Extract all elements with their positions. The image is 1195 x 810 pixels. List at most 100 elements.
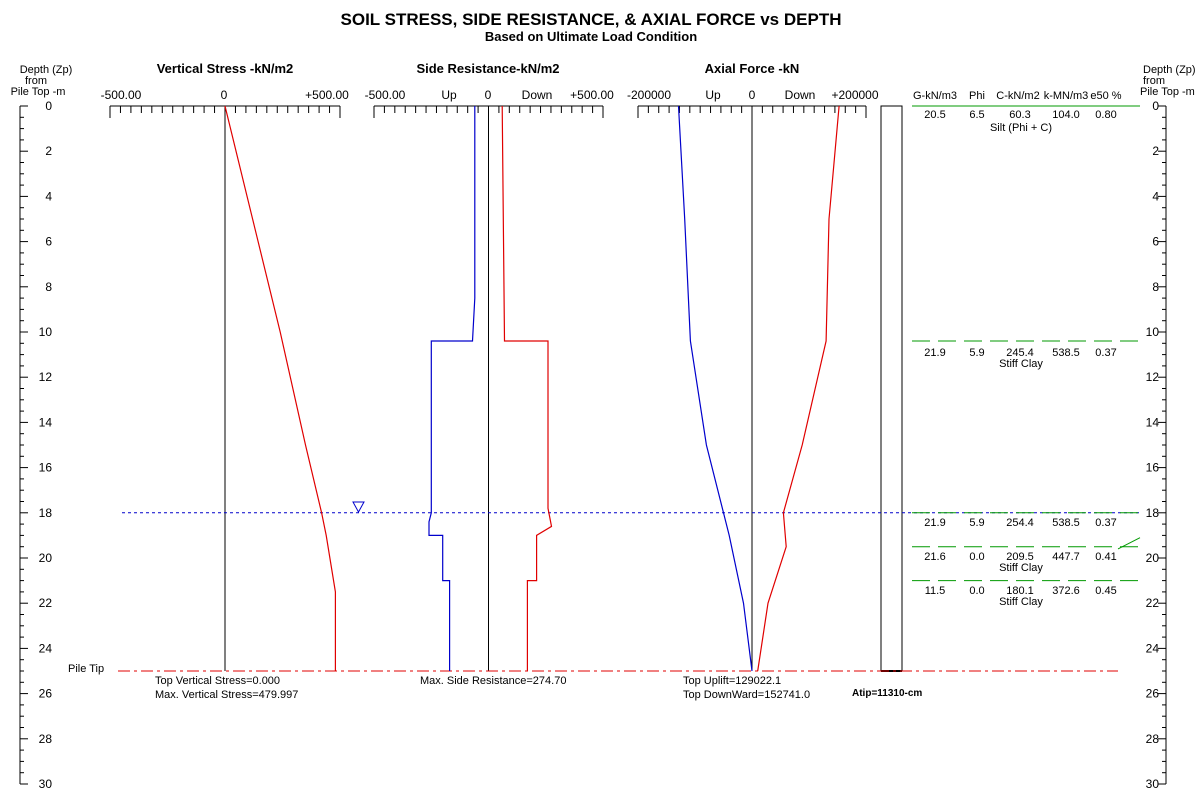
left-depth-tick-label: 24: [39, 641, 53, 655]
right-depth-tick-label: 30: [1146, 777, 1160, 791]
left-depth-tick-label: 6: [45, 235, 52, 249]
left-depth-label-line1: Depth (Zp): [20, 64, 73, 76]
left-depth-tick-label: 2: [45, 144, 52, 158]
soil-layer-4-k: 447.7: [1052, 551, 1080, 563]
right-depth-label-line3: Pile Top -m: [1140, 86, 1195, 98]
right-depth-label-line2: from: [1143, 75, 1165, 87]
soil-layer-5-phi: 0.0: [969, 585, 984, 597]
panel-axes: [109, 105, 1140, 672]
soil-layer-2-c: 245.4: [1006, 347, 1034, 359]
soil-layer-5-e50: 0.45: [1095, 585, 1116, 597]
depth-axes: 0246810121416182022242628300246810121416…: [19, 99, 1167, 791]
soil-layer-3-c: 254.4: [1006, 517, 1034, 529]
right-depth-tick-label: 10: [1146, 325, 1160, 339]
axial-tick-down: Down: [785, 88, 816, 102]
axial-panel-title: Axial Force -kN: [705, 61, 800, 76]
right-depth-tick-label: 22: [1146, 596, 1160, 610]
soil-header-k: k-MN/m3: [1044, 90, 1089, 102]
soil-layer-2-name: Stiff Clay: [999, 358, 1043, 370]
max-side-resistance-note: Max. Side Resistance=274.70: [420, 675, 566, 687]
side-series-0-line: [428, 106, 476, 671]
soil-layer-2-g: 21.9: [924, 347, 945, 359]
left-depth-tick-label: 14: [39, 415, 53, 429]
soil-header-c: C-kN/m2: [996, 90, 1039, 102]
right-depth-tick-label: 2: [1152, 144, 1159, 158]
soil-layer-1-name: Silt (Phi + C): [990, 122, 1052, 134]
side-tick-up: Up: [441, 88, 457, 102]
top-downward-note: Top DownWard=152741.0: [683, 689, 810, 701]
soil-layer-3-g: 21.9: [924, 517, 945, 529]
right-depth-label-line1: Depth (Zp): [1143, 64, 1195, 76]
soil-layer-lines: [912, 105, 1141, 582]
left-depth-tick-label: 4: [45, 189, 52, 203]
axial-tick-pos: +200000: [831, 88, 878, 102]
side-series-1-line: [501, 105, 553, 671]
right-depth-tick-label: 24: [1146, 641, 1160, 655]
soil-layer-5-c: 180.1: [1006, 585, 1034, 597]
stress-tick-pos: +500.00: [305, 88, 349, 102]
left-depth-tick-label: 18: [39, 506, 53, 520]
left-depth-tick-label: 30: [39, 777, 53, 791]
chart-title: SOIL STRESS, SIDE RESISTANCE, & AXIAL FO…: [341, 10, 842, 29]
soil-layer-4-g: 21.6: [924, 551, 945, 563]
soil-layer-5-k: 372.6: [1052, 585, 1080, 597]
soil-boundary-connector: [1117, 537, 1141, 550]
axial-tick-neg: -200000: [627, 88, 671, 102]
side-tick-down: Down: [522, 88, 553, 102]
pile-tip-label: Pile Tip: [68, 663, 104, 675]
soil-layer-5-name: Stiff Clay: [999, 596, 1043, 608]
right-depth-tick-label: 4: [1152, 189, 1159, 203]
soil-layer-3-k: 538.5: [1052, 517, 1080, 529]
axial-tick-up: Up: [705, 88, 721, 102]
left-depth-tick-label: 26: [39, 687, 53, 701]
left-depth-tick-label: 8: [45, 280, 52, 294]
right-depth-tick-label: 12: [1146, 370, 1160, 384]
soil-layer-3-e50: 0.37: [1095, 517, 1116, 529]
soil-layer-2-e50: 0.37: [1095, 347, 1116, 359]
top-uplift-note: Top Uplift=129022.1: [683, 675, 781, 687]
soil-layer-4-c: 209.5: [1006, 551, 1034, 563]
soil-layer-2-phi: 5.9: [969, 347, 984, 359]
soil-layer-4-name: Stiff Clay: [999, 562, 1043, 574]
soil-layer-3-phi: 5.9: [969, 517, 984, 529]
axial-series-1-line: [757, 105, 840, 672]
right-depth-tick-label: 16: [1146, 461, 1160, 475]
soil-layer-5-g: 11.5: [925, 585, 946, 597]
axial-series-0-line: [677, 105, 753, 672]
side-panel-title: Side Resistance-kN/m2: [416, 61, 559, 76]
soil-layer-1-e50: 0.80: [1095, 109, 1116, 121]
soil-header-phi: Phi: [969, 90, 985, 102]
side-tick-zero: 0: [485, 88, 492, 102]
soil-header-g: G-kN/m3: [913, 90, 957, 102]
right-depth-tick-label: 26: [1146, 687, 1160, 701]
stress-tick-zero: 0: [221, 88, 228, 102]
soil-layer-1-g: 20.5: [924, 109, 945, 121]
side-tick-neg: -500.00: [365, 88, 406, 102]
stress-tick-neg: -500.00: [101, 88, 142, 102]
axial-tick-zero: 0: [749, 88, 756, 102]
soil-layer-1-c: 60.3: [1009, 109, 1030, 121]
stress-panel-title: Vertical Stress -kN/m2: [157, 61, 294, 76]
right-depth-tick-label: 0: [1152, 99, 1159, 113]
left-depth-label-line2: from: [25, 75, 47, 87]
right-depth-tick-label: 14: [1146, 415, 1160, 429]
data-series: [224, 105, 840, 672]
left-depth-tick-label: 16: [39, 461, 53, 475]
left-depth-label-line3: Pile Top -m: [11, 86, 66, 98]
soil-layer-1-phi: 6.5: [969, 109, 984, 121]
chart-subtitle: Based on Ultimate Load Condition: [485, 29, 697, 44]
left-depth-tick-label: 12: [39, 370, 53, 384]
right-depth-tick-label: 20: [1146, 551, 1160, 565]
top-vertical-stress-note: Top Vertical Stress=0.000: [155, 675, 280, 687]
soil-layer-2-k: 538.5: [1052, 347, 1080, 359]
side-tick-pos: +500.00: [570, 88, 614, 102]
soil-header-e50: e50 %: [1090, 90, 1121, 102]
pile-shaft: [880, 105, 903, 672]
left-depth-tick-label: 22: [39, 596, 53, 610]
left-depth-tick-label: 10: [39, 325, 53, 339]
left-depth-tick-label: 28: [39, 732, 53, 746]
soil-layer-4-e50: 0.41: [1095, 551, 1116, 563]
right-depth-tick-label: 18: [1146, 506, 1160, 520]
max-vertical-stress-note: Max. Vertical Stress=479.997: [155, 689, 298, 701]
